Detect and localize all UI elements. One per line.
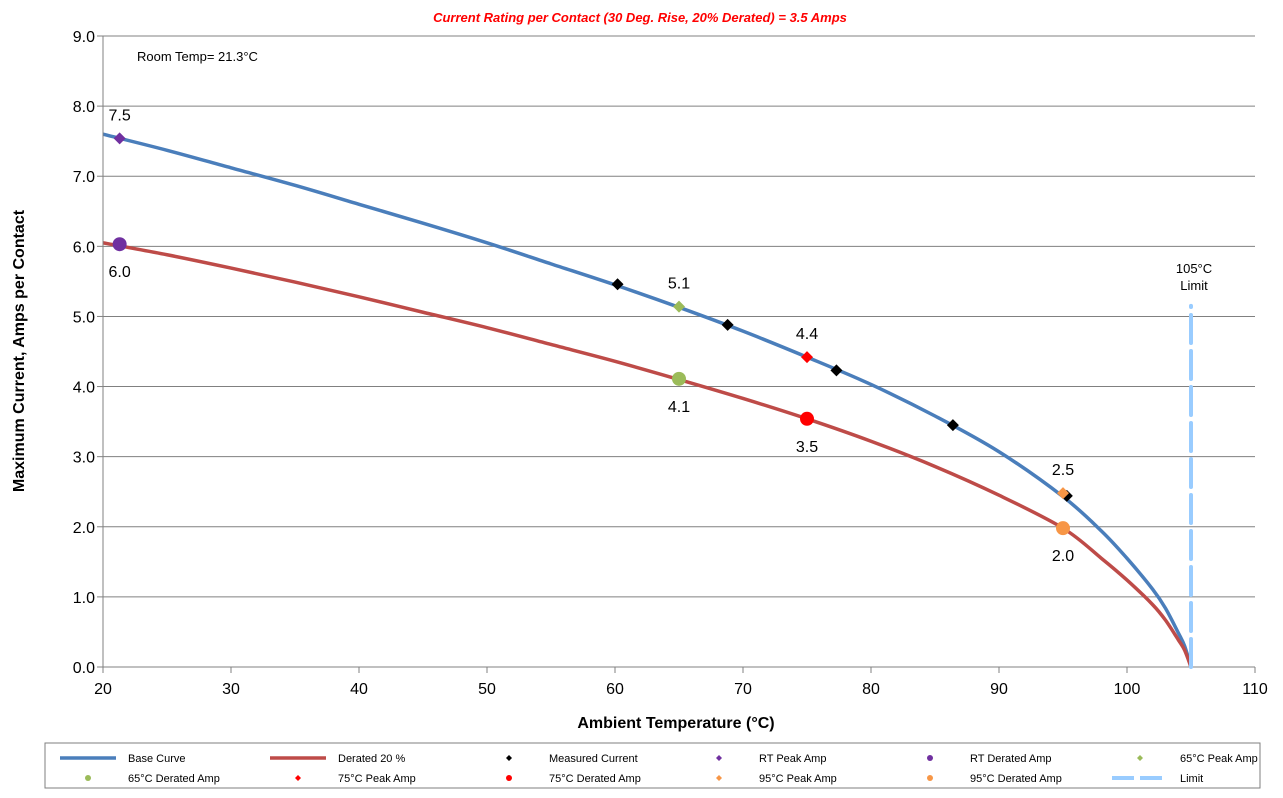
legend-symbol-65c-peak-amp bbox=[1137, 755, 1143, 761]
data-label-rt-peak-amp: 7.5 bbox=[109, 107, 131, 124]
marker-rt-peak-amp-0 bbox=[113, 132, 126, 145]
data-label-75c-peak-amp: 4.4 bbox=[796, 326, 818, 343]
legend-symbol-rt-peak-amp bbox=[716, 755, 722, 761]
marker-measured-current-1 bbox=[721, 318, 734, 331]
legend-label-65c-peak-amp: 65°C Peak Amp bbox=[1180, 753, 1258, 765]
marker-95c-derated-amp-0 bbox=[1056, 521, 1070, 536]
marker-measured-current-0 bbox=[611, 278, 624, 291]
legend-box bbox=[44, 742, 1261, 789]
y-tick-label: 9.0 bbox=[73, 29, 95, 46]
x-tick-label: 20 bbox=[94, 681, 112, 698]
legend-label-rt-derated-amp: RT Derated Amp bbox=[970, 753, 1052, 765]
x-tick-label: 90 bbox=[990, 681, 1008, 698]
chart-title: Current Rating per Contact (30 Deg. Rise… bbox=[433, 10, 847, 25]
data-label-65c-derated-amp: 4.1 bbox=[668, 399, 690, 416]
marker-95c-peak-amp-0 bbox=[1057, 487, 1069, 500]
y-tick-label: 4.0 bbox=[73, 380, 95, 397]
x-tick-label: 60 bbox=[606, 681, 624, 698]
y-axis-title: Maximum Current, Amps per Contact bbox=[11, 209, 28, 492]
legend-symbol-measured-current bbox=[506, 755, 512, 761]
marker-65c-derated-amp-0 bbox=[672, 371, 686, 386]
data-label-rt-derated-amp: 6.0 bbox=[109, 264, 131, 281]
limit-label-line2: Limit bbox=[1180, 278, 1208, 293]
y-tick-label: 5.0 bbox=[73, 309, 95, 326]
gridlines bbox=[103, 35, 1255, 668]
x-tick-label: 80 bbox=[862, 681, 880, 698]
legend-symbol-75c-derated-amp bbox=[506, 775, 512, 781]
axes: 0.0 1.0 2.0 3.0 4.0 5.0 6.0 7.0 8.0 9.0 20 30 40 50 60… bbox=[73, 29, 1268, 698]
y-tick-label: 1.0 bbox=[73, 590, 95, 607]
x-axis-title: Ambient Temperature (°C) bbox=[577, 715, 774, 732]
legend-label-95c-derated-amp: 95°C Derated Amp bbox=[970, 773, 1062, 785]
y-tick-label: 2.0 bbox=[73, 520, 95, 537]
x-tick-label: 40 bbox=[350, 681, 368, 698]
limit-label-line1: 105°C bbox=[1176, 261, 1212, 276]
legend-label-base-curve: Base Curve bbox=[128, 753, 185, 765]
x-tick-label: 110 bbox=[1242, 681, 1268, 698]
y-tick-label: 8.0 bbox=[73, 99, 95, 116]
series-line-base-curve bbox=[102, 132, 1193, 668]
legend-symbol-75c-peak-amp bbox=[295, 775, 301, 781]
marker-65c-peak-amp-0 bbox=[673, 300, 685, 313]
legend-label-95c-peak-amp: 95°C Peak Amp bbox=[759, 773, 837, 785]
x-tick-label: 50 bbox=[478, 681, 496, 698]
legend-label-limit: Limit bbox=[1180, 773, 1203, 785]
legend-symbol-rt-derated-amp bbox=[927, 755, 933, 761]
y-tick-label: 6.0 bbox=[73, 239, 95, 256]
legend-label-measured-current: Measured Current bbox=[549, 753, 638, 765]
x-tick-label: 100 bbox=[1114, 681, 1141, 698]
legend-label-derated-20-pct: Derated 20 % bbox=[338, 753, 405, 765]
data-labels: 7.5 6.0 5.1 4.1 4.4 3.5 2.5 2.0 bbox=[109, 107, 1075, 565]
y-tick-label: 3.0 bbox=[73, 450, 95, 467]
data-label-75c-derated-amp: 3.5 bbox=[796, 439, 818, 456]
series-layer bbox=[102, 132, 1193, 669]
data-label-95c-derated-amp: 2.0 bbox=[1052, 548, 1074, 565]
y-tick-label: 7.0 bbox=[73, 169, 95, 186]
y-tick-label: 0.0 bbox=[73, 660, 95, 677]
room-temp-annotation: Room Temp= 21.3°C bbox=[137, 49, 258, 64]
legend-label-75c-peak-amp: 75°C Peak Amp bbox=[338, 773, 416, 785]
series-line-derated-20-pct bbox=[102, 241, 1193, 668]
legend: Base Curve Derated 20 % Measured Current RT… bbox=[44, 742, 1261, 789]
data-label-65c-peak-amp: 5.1 bbox=[668, 276, 690, 293]
legend-label-75c-derated-amp: 75°C Derated Amp bbox=[549, 773, 641, 785]
data-label-95c-peak-amp: 2.5 bbox=[1052, 462, 1074, 479]
legend-label-65c-derated-amp: 65°C Derated Amp bbox=[128, 773, 220, 785]
marker-75c-derated-amp-0 bbox=[800, 411, 814, 426]
marker-75c-peak-amp-0 bbox=[801, 351, 813, 364]
legend-label-rt-peak-amp: RT Peak Amp bbox=[759, 753, 826, 765]
x-tick-label: 70 bbox=[734, 681, 752, 698]
legend-symbol-65c-derated-amp bbox=[85, 775, 91, 781]
marker-measured-current-3 bbox=[946, 419, 959, 432]
x-tick-label: 30 bbox=[222, 681, 240, 698]
legend-symbol-95c-peak-amp bbox=[716, 775, 722, 781]
legend-symbol-95c-derated-amp bbox=[927, 775, 933, 781]
marker-measured-current-2 bbox=[830, 364, 843, 377]
marker-rt-derated-amp-0 bbox=[112, 237, 127, 252]
